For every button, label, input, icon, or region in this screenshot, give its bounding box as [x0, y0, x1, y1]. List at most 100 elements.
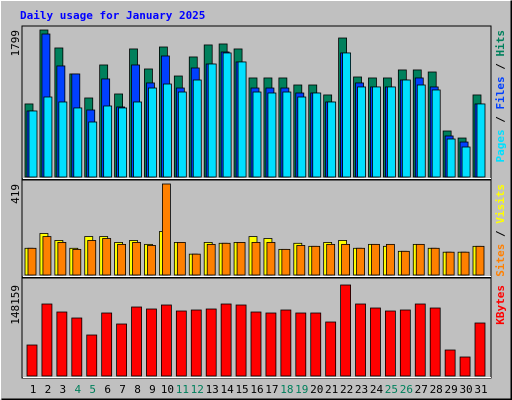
legend-entry: Visits	[494, 184, 507, 224]
bar	[250, 311, 262, 377]
bar	[190, 309, 202, 377]
x-tick-label: 24	[370, 383, 384, 396]
bar	[26, 344, 38, 377]
bar	[175, 310, 187, 377]
x-tick-label: 1	[30, 383, 37, 396]
bar	[459, 356, 471, 377]
bar	[445, 251, 455, 276]
bar	[28, 110, 38, 178]
bar	[474, 322, 486, 377]
x-tick-label: 8	[134, 383, 141, 396]
bar	[312, 92, 322, 178]
bar	[282, 91, 292, 178]
bar	[325, 321, 337, 377]
bar	[356, 247, 365, 276]
bar	[146, 308, 157, 377]
bar	[237, 61, 247, 178]
x-tick-label: 31	[474, 383, 487, 396]
bar	[222, 52, 232, 178]
bar	[147, 245, 156, 276]
legend-separator: /	[494, 110, 507, 130]
x-tick-label: 28	[430, 383, 443, 396]
bar	[265, 312, 277, 377]
bar	[385, 243, 395, 276]
bar	[341, 243, 351, 276]
bar	[461, 146, 471, 178]
bar	[446, 138, 456, 178]
x-tick-label: 19	[295, 383, 308, 396]
bar	[177, 91, 187, 178]
x-tick-label: 15	[235, 383, 248, 396]
bar	[236, 242, 246, 276]
bar	[384, 310, 396, 377]
bar	[148, 87, 157, 178]
bar	[281, 248, 291, 276]
bar	[206, 243, 216, 276]
legend-entry: Files	[494, 76, 507, 109]
x-tick-label: 17	[265, 383, 278, 396]
legend-entry: Hits	[494, 30, 507, 57]
bar	[431, 89, 441, 178]
bar	[41, 303, 53, 377]
x-tick-label: 29	[445, 383, 458, 396]
y-tick-label: 419	[9, 184, 22, 204]
y-tick-label: 1799	[9, 30, 22, 57]
bar	[297, 96, 307, 178]
bar	[131, 306, 142, 377]
bar	[327, 101, 337, 178]
bar	[416, 84, 426, 178]
bar	[160, 304, 172, 377]
bar	[58, 101, 68, 178]
bar	[355, 303, 366, 377]
x-tick-label: 2	[45, 383, 52, 396]
bar	[476, 103, 486, 178]
bar	[280, 309, 292, 377]
bar	[475, 245, 485, 276]
x-tick-label: 23	[355, 383, 368, 396]
legend: Sites / Visits	[494, 184, 507, 277]
bar	[252, 91, 262, 178]
bar	[235, 304, 247, 377]
x-tick-label: 25	[385, 383, 398, 396]
bar	[176, 242, 186, 276]
legend: KBytes	[494, 285, 507, 325]
bar	[415, 243, 425, 276]
x-tick-label: 20	[310, 383, 323, 396]
bar	[357, 86, 366, 178]
x-tick-label: 6	[104, 383, 111, 396]
bar	[102, 238, 112, 276]
bar	[429, 307, 441, 377]
bar	[296, 245, 306, 276]
x-tick-label: 16	[250, 383, 263, 396]
x-tick-label: 14	[221, 383, 235, 396]
bar	[444, 349, 456, 377]
bar	[116, 323, 127, 377]
bar	[88, 121, 98, 178]
legend-separator: /	[494, 224, 507, 244]
x-tick-label: 3	[60, 383, 67, 396]
legend-entry: Pages	[494, 129, 507, 162]
bar	[42, 236, 52, 276]
x-tick-label: 9	[149, 383, 156, 396]
x-tick-label: 27	[415, 383, 428, 396]
x-tick-label: 30	[459, 383, 472, 396]
bar	[87, 240, 97, 276]
bar	[191, 253, 201, 276]
bar	[162, 83, 172, 178]
x-tick-label: 18	[280, 383, 293, 396]
x-tick-label: 21	[325, 383, 338, 396]
bar	[71, 317, 83, 377]
bar	[132, 242, 141, 276]
x-tick-label: 7	[119, 383, 126, 396]
bar	[310, 312, 322, 377]
x-tick-label: 4	[74, 383, 81, 396]
y-tick-label: 148159	[9, 285, 22, 325]
bar	[72, 248, 82, 276]
bar	[220, 303, 232, 377]
bar	[133, 101, 142, 178]
x-tick-label: 26	[400, 383, 413, 396]
bar	[251, 242, 261, 276]
